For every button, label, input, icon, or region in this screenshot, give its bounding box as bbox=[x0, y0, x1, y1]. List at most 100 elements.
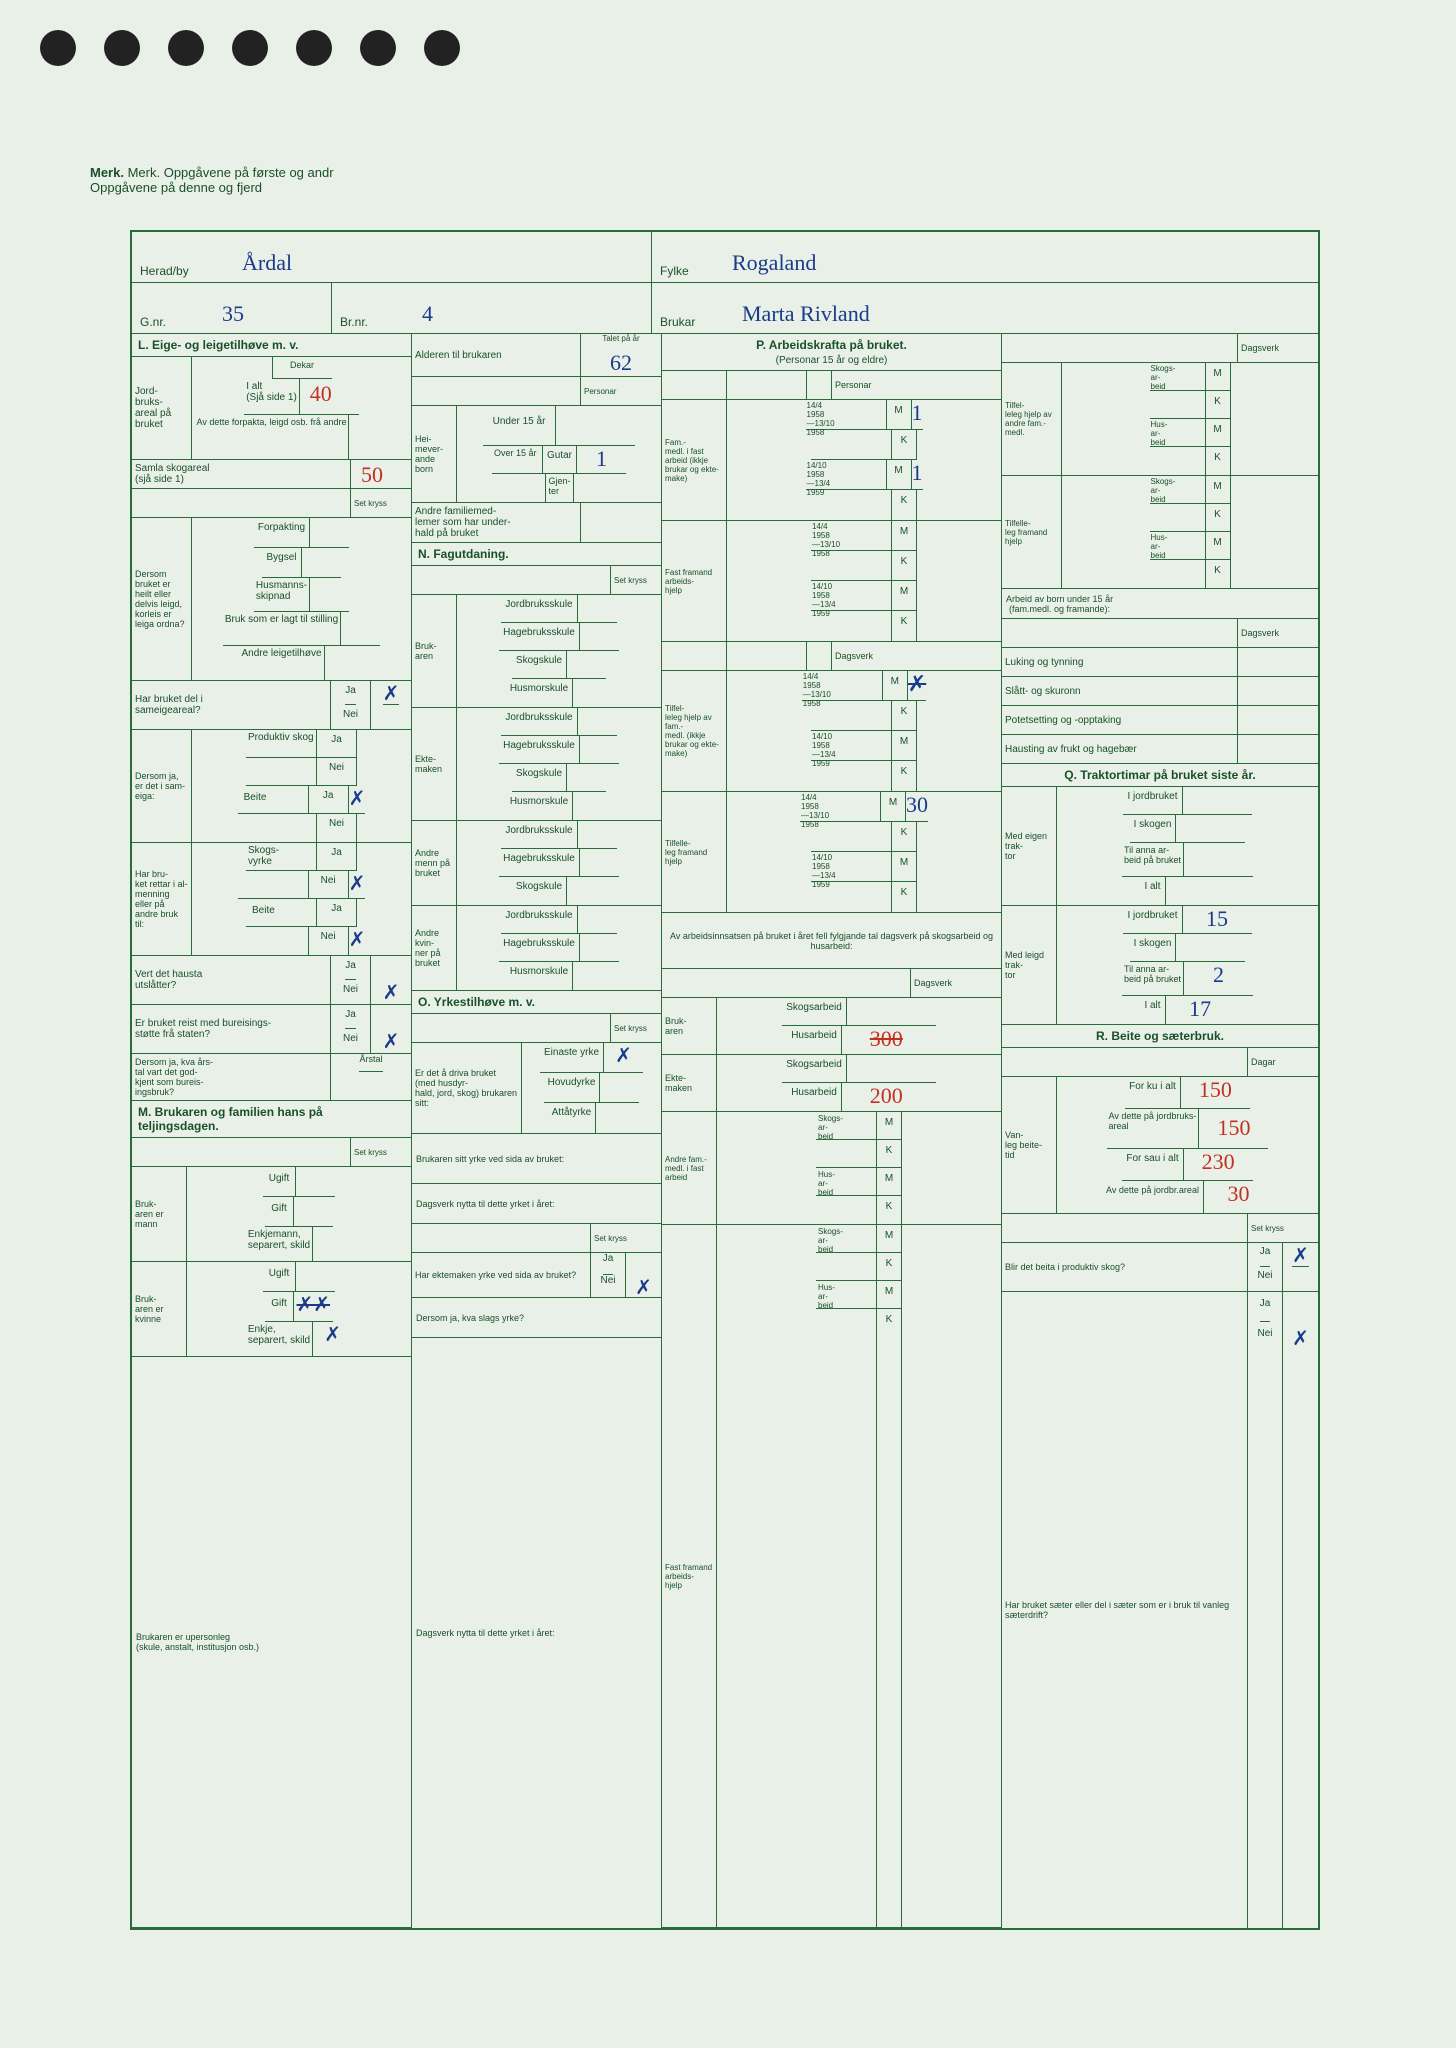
avdette-jord-val: 150 bbox=[1217, 1115, 1250, 1140]
form-columns: L. Eige- og leigetilhøve m. v. Jord- bru… bbox=[132, 334, 1318, 1928]
header-row-2: G.nr. 35 Br.nr. 4 Brukar Marta Rivland bbox=[132, 283, 1318, 334]
section-l-title: L. Eige- og leigetilhøve m. v. bbox=[132, 334, 411, 357]
harbruk: Har bruket sæter eller del i sæter som e… bbox=[1002, 1292, 1248, 1928]
bygsel: Bygsel bbox=[262, 548, 300, 577]
section-m-title: M. Brukaren og familien hans på teljings… bbox=[132, 1101, 411, 1138]
herad-label: Herad/by bbox=[140, 264, 189, 278]
fam-p1m-val: 1 bbox=[912, 400, 923, 425]
fammedl: Fam.- medl. i fast arbeid (ikkje brukar … bbox=[662, 400, 727, 520]
col-l: L. Eige- og leigetilhøve m. v. Jord- bru… bbox=[132, 334, 412, 1928]
section-p-title: P. Arbeidskrafta på bruket.(Personar 15 … bbox=[662, 334, 1001, 371]
blirdet: Blir det beita i produktiv skog? bbox=[1002, 1243, 1248, 1291]
forsau-val: 230 bbox=[1202, 1149, 1235, 1174]
harekte-nei-x: ✗ bbox=[635, 1277, 652, 1299]
gnr-value: 35 bbox=[222, 301, 244, 327]
medeigen: Med eigen trak- tor bbox=[1002, 787, 1057, 905]
brnr-value: 4 bbox=[422, 301, 433, 327]
section-o-title: O. Yrkestilhøve m. v. bbox=[412, 991, 661, 1014]
hardel: Har bruket del i sameigeareal? bbox=[132, 681, 331, 729]
erbruket-nei-x: ✗ bbox=[383, 1031, 400, 1053]
samla-value-cell: 50 bbox=[351, 460, 411, 488]
samla-value: 50 bbox=[361, 462, 383, 488]
setkryss-m: Set kryss bbox=[351, 1138, 411, 1166]
brukyrke: Brukaren sitt yrke ved sida av bruket: bbox=[412, 1134, 661, 1184]
alderen: Alderen til brukaren bbox=[412, 334, 581, 376]
merk-note: Merk. Merk. Oppgåvene på første og andr … bbox=[90, 165, 334, 195]
punch-holes bbox=[40, 30, 460, 66]
tilf-andre: Tilfel- leleg hjelp av andre fam.- medl. bbox=[1002, 363, 1062, 475]
fastframand: Fast framand arbeids- hjelp bbox=[662, 521, 727, 641]
vanleg: Van- leg beite- tid bbox=[1002, 1077, 1057, 1213]
fylke-label: Fylke bbox=[660, 264, 689, 278]
ialt-label: I alt (Sjå side 1) bbox=[244, 379, 299, 414]
brnr-cell: Br.nr. 4 bbox=[332, 283, 652, 333]
leigd-ialt-val: 17 bbox=[1189, 996, 1211, 1021]
ialt-value: 40 bbox=[310, 381, 332, 407]
harbruk-nei-x: ✗ bbox=[1292, 1328, 1309, 1350]
alderen-value: 62 bbox=[610, 350, 632, 375]
tilfeleg-fam: Tilfel- leleg hjelp av fam.- medl. (ikkj… bbox=[662, 671, 727, 791]
harekte: Har ektemaken yrke ved sida av bruket? bbox=[412, 1253, 591, 1297]
husmann: Husmanns- skipnad bbox=[254, 578, 309, 611]
section-r-title: R. Beite og sæterbruk. bbox=[1002, 1025, 1318, 1048]
beite2-nei-x: ✗ bbox=[349, 929, 366, 951]
tilfeleg-framand: Tilfelle- leg framand hjelp bbox=[662, 792, 727, 912]
brukar-label: Brukar bbox=[660, 315, 695, 329]
leigd-anna-val: 2 bbox=[1213, 962, 1224, 987]
bruklagt: Bruk som er lagt til stilling bbox=[223, 612, 340, 645]
beite-ja-x: ✗ bbox=[349, 788, 366, 810]
col-q: Dagsverk Tilfel- leleg hjelp av andre fa… bbox=[1002, 334, 1318, 1928]
fylke-cell: Fylke Rogaland bbox=[652, 232, 1318, 282]
o-dagsverk: Dagsverk nytta til dette yrket i året: bbox=[412, 1184, 661, 1224]
avdette-jord2-val: 30 bbox=[1227, 1181, 1249, 1206]
col-p: P. Arbeidskrafta på bruket.(Personar 15 … bbox=[662, 334, 1002, 1928]
andreleige: Andre leigetilhøve bbox=[239, 646, 323, 680]
tilf-framand: Tilfelle- leg framand hjelp bbox=[1002, 476, 1062, 588]
ekte-hus-val: 200 bbox=[870, 1083, 903, 1108]
header-row-1: Herad/by Årdal Fylke Rogaland bbox=[132, 232, 1318, 283]
setkryss-l: Set kryss bbox=[351, 489, 411, 517]
avdette-label: Av dette forpakta, leigd osb. frå andre bbox=[195, 415, 349, 459]
col-n: Alderen til brukaren Talet på år62 Perso… bbox=[412, 334, 662, 1928]
o-dagsverk2: Dagsverk nytta til dette yrket i året: bbox=[412, 1338, 661, 1928]
medleigd: Med leigd trak- tor bbox=[1002, 906, 1057, 1024]
forpakting: Forpakting bbox=[254, 518, 309, 547]
kvinne-gift-struck: ✗✗ bbox=[297, 1294, 331, 1316]
dersomja: Dersom ja, er det i sam- eiga: bbox=[132, 730, 192, 842]
dersom-label: Dersom bruket er heilt eller delvis leig… bbox=[132, 518, 192, 680]
erbruket: Er bruket reist med bureisings- støtte f… bbox=[132, 1005, 331, 1053]
brukar-cell: Brukar Marta Rivland bbox=[652, 283, 1318, 333]
o-dersomja: Dersom ja, kva slags yrke? bbox=[412, 1298, 661, 1338]
gnr-label: G.nr. bbox=[140, 315, 166, 329]
gnr-cell: G.nr. 35 bbox=[132, 283, 332, 333]
heime: Hei- mever- ande born bbox=[412, 406, 457, 502]
blirdet-ja-x: ✗ bbox=[1292, 1245, 1309, 1267]
dekar-label: Dekar bbox=[272, 357, 332, 378]
einaste-x: ✗ bbox=[615, 1045, 632, 1067]
hardel-ja-x: ✗ bbox=[383, 683, 400, 705]
herad-value: Årdal bbox=[242, 250, 292, 276]
dersomja2: Dersom ja, kva års- tal vart det god- kj… bbox=[132, 1054, 331, 1100]
avarbeid: Av arbeidsinnsatsen på bruket i året fel… bbox=[662, 913, 1001, 969]
upersonleg: Brukaren er upersonleg (skule, anstalt, … bbox=[132, 1357, 411, 1928]
skogsvyrke-nei-x: ✗ bbox=[349, 873, 366, 895]
arbeidborn: Arbeid av born under 15 år (fam.medl. og… bbox=[1002, 589, 1318, 619]
brukar-value: Marta Rivland bbox=[742, 301, 870, 327]
samla-label: Samla skogareal (sjå side 1) bbox=[132, 460, 351, 488]
erdet: Er det å driva bruket (med husdyr- hald,… bbox=[412, 1043, 522, 1133]
leigd-jord-val: 15 bbox=[1206, 906, 1228, 931]
framand-p1m-val: 30 bbox=[906, 792, 928, 817]
fylke-value: Rogaland bbox=[732, 250, 816, 276]
ialt-value-cell: 40 bbox=[299, 379, 359, 414]
verthaus-nei-x: ✗ bbox=[383, 982, 400, 1004]
section-q-title: Q. Traktortimar på bruket siste år. bbox=[1002, 764, 1318, 787]
fam-p2m-val: 1 bbox=[912, 460, 923, 485]
brnr-label: Br.nr. bbox=[340, 315, 368, 329]
harbrukr: Har bru- ket rettar i al- menning eller … bbox=[132, 843, 192, 955]
forku-val: 150 bbox=[1199, 1077, 1232, 1102]
verthaus: Vert det hausta utslåtter? bbox=[132, 956, 331, 1004]
kvinne-enkje-x: ✗ bbox=[324, 1324, 341, 1346]
section-n-title: N. Fagutdaning. bbox=[412, 543, 661, 566]
andrefam: Andre familiemed- lemer som har under- h… bbox=[412, 503, 581, 542]
herad-cell: Herad/by Årdal bbox=[132, 232, 652, 282]
